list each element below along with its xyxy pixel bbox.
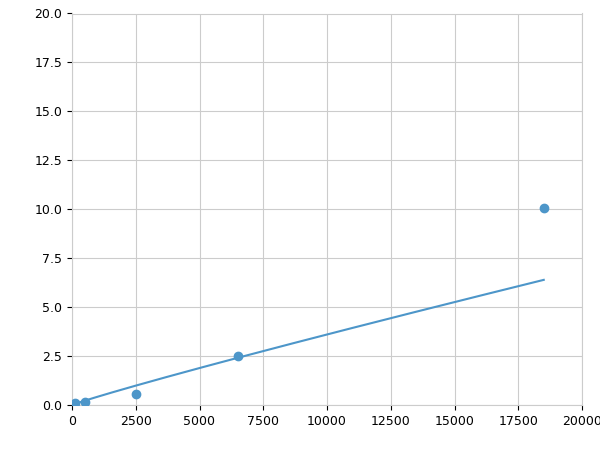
Point (80, 398, 89, 405)
Point (70, 400, 79, 407)
Point (131, 391, 140, 398)
Point (233, 352, 242, 360)
Point (539, 205, 548, 212)
